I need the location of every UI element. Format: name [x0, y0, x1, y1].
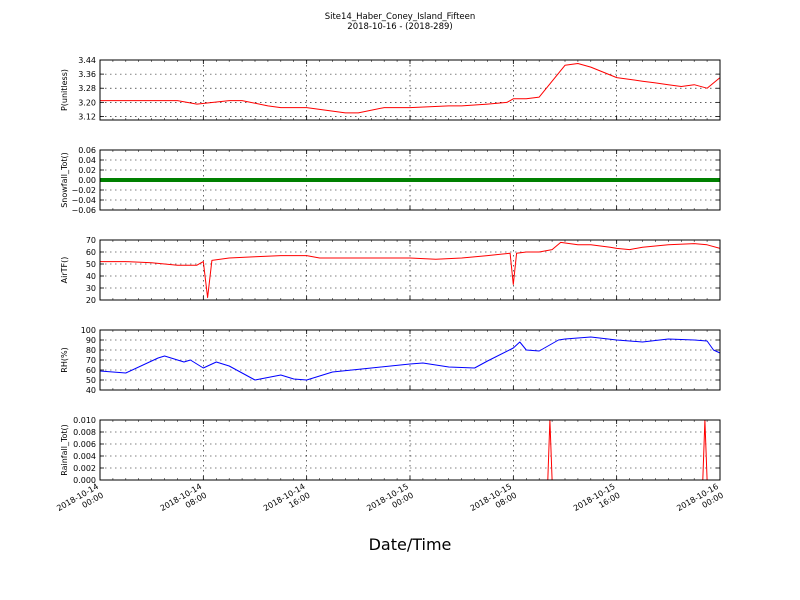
x-tick-label: 2018-10-1508:00 [469, 482, 519, 522]
y-tick-label: 20 [86, 296, 96, 305]
y-tick-label: 80 [86, 346, 96, 355]
panel: 20 30 40 50 60 70 AirTF() [60, 236, 721, 305]
y-tick-label: 100 [81, 326, 96, 335]
y-axis-label: Rainfall_Tot() [60, 424, 69, 476]
y-tick-label: 70 [86, 236, 96, 245]
y-axis-label: AirTF() [60, 257, 69, 284]
series-line [100, 63, 721, 114]
panel: −0.06−0.04−0.020.000.020.040.06 Snowfall_… [60, 146, 721, 215]
y-tick-label: 30 [86, 284, 96, 293]
y-tick-label: 0.002 [73, 464, 96, 473]
chart-subtitle: 2018-10-16 - (2018-289) [347, 22, 452, 32]
y-tick-label: −0.02 [71, 186, 96, 195]
plot-frame [99, 329, 721, 391]
chart-panels: 3.123.203.283.363.44P(unitless)−0.06−0.0… [60, 56, 721, 485]
panel: 3.12 3.20 3.28 3.36 3.44 P(unitless) [60, 56, 721, 121]
chart-title: Site14_Haber_Coney_Island_Fifteen [325, 12, 476, 22]
y-tick-label: 0.010 [73, 416, 96, 425]
series-line [100, 241, 721, 299]
y-tick-label: 90 [86, 336, 96, 345]
x-tick-label: 2018-10-1600:00 [675, 482, 725, 522]
y-tick-label: 50 [86, 376, 96, 385]
y-tick-label: 0.000 [73, 476, 96, 485]
y-tick-label: 3.36 [78, 70, 96, 79]
y-tick-label: 0.02 [78, 166, 96, 175]
y-tick-label: 3.20 [78, 98, 96, 107]
x-tick-label: 2018-10-1408:00 [159, 482, 209, 522]
y-axis-label: P(unitless) [60, 69, 69, 111]
y-tick-label: −0.06 [71, 206, 96, 215]
y-axis-label: Snowfall_Tot() [60, 152, 69, 208]
y-tick-label: 60 [86, 366, 96, 375]
y-tick-label: 3.28 [78, 84, 96, 93]
y-tick-label: 0.06 [78, 146, 96, 155]
y-tick-label: 40 [86, 272, 96, 281]
y-tick-label: 40 [86, 386, 96, 395]
x-tick-labels: 2018-10-1400:00 2018-10-1408:00 2018-10-14… [55, 482, 725, 522]
y-tick-label: 0.00 [78, 176, 96, 185]
plot-frame [99, 59, 721, 121]
y-tick-label: 60 [86, 248, 96, 257]
y-tick-label: 3.44 [78, 56, 96, 65]
x-axis-label: Date/Time [369, 535, 452, 554]
plot-frame [99, 149, 721, 211]
x-tick-label: 2018-10-1416:00 [262, 482, 312, 522]
plot-frame [99, 239, 721, 301]
series-line [99, 336, 721, 381]
y-tick-label: 0.006 [73, 440, 96, 449]
panel: 0.000 0.002 0.004 0.006 0.008 0.010 Rainfall_T… [60, 416, 721, 485]
y-tick-label: 0.04 [78, 156, 96, 165]
y-tick-label: −0.04 [71, 196, 96, 205]
x-tick-label: 2018-10-1400:00 [55, 482, 105, 522]
y-tick-label: 0.004 [73, 452, 96, 461]
y-tick-label: 3.12 [78, 112, 96, 121]
y-tick-label: 0.008 [73, 428, 96, 437]
x-tick-label: 2018-10-1500:00 [365, 482, 415, 522]
x-tick-label: 2018-10-1516:00 [572, 482, 622, 522]
y-tick-label: 50 [86, 260, 96, 269]
y-tick-label: 70 [86, 356, 96, 365]
y-axis-label: RH(%) [60, 347, 69, 372]
plot-frame [99, 419, 721, 481]
